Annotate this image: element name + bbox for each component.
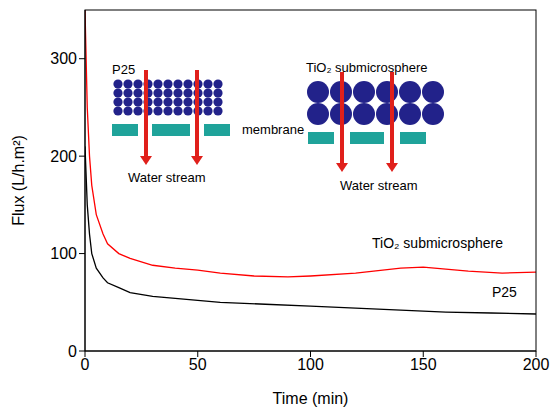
svg-text:100: 100 xyxy=(297,356,324,373)
svg-text:150: 150 xyxy=(410,356,437,373)
svg-text:100: 100 xyxy=(50,245,77,262)
svg-text:200: 200 xyxy=(50,148,77,165)
svg-text:Time (min): Time (min) xyxy=(273,390,349,407)
svg-text:200: 200 xyxy=(523,356,550,373)
svg-text:300: 300 xyxy=(50,50,77,67)
svg-text:P25: P25 xyxy=(112,62,135,77)
svg-text:Flux (L/h.m²): Flux (L/h.m²) xyxy=(10,135,27,226)
svg-text:TiO₂ submicrosphere: TiO₂ submicrosphere xyxy=(372,235,503,251)
svg-text:50: 50 xyxy=(189,356,207,373)
svg-text:membrane: membrane xyxy=(242,122,304,137)
svg-text:Water stream: Water stream xyxy=(128,170,206,185)
svg-text:P25: P25 xyxy=(492,284,517,300)
svg-text:TiO₂ submicrosphere: TiO₂ submicrosphere xyxy=(306,60,428,75)
svg-text:0: 0 xyxy=(81,356,90,373)
svg-text:Water stream: Water stream xyxy=(340,178,418,193)
svg-text:0: 0 xyxy=(68,343,77,360)
